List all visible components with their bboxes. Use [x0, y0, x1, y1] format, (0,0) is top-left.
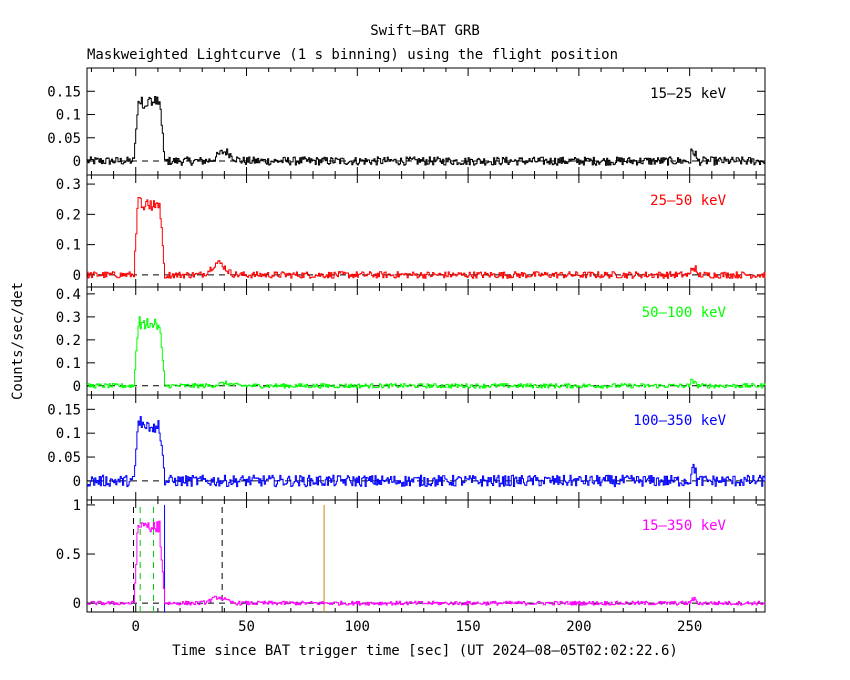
- energy-band-label: 15–350 keV: [642, 518, 727, 534]
- y-tick-label: 0: [73, 596, 81, 612]
- figure-subtitle: Maskweighted Lightcurve (1 s binning) us…: [87, 47, 618, 63]
- y-tick-label: 0.1: [56, 426, 81, 442]
- y-tick-label: 0.15: [47, 402, 81, 418]
- y-tick-label: 0.2: [56, 333, 81, 349]
- y-tick-label: 0.05: [47, 450, 81, 466]
- lightcurve-series: [87, 416, 766, 488]
- panels-group: 0 0.05 0.1 0.15 15–25 keV 0 0.1 0.2 0.3 25–50 keV…: [47, 67, 766, 635]
- y-tick-label: 0.1: [56, 356, 81, 372]
- x-tick-label: 50: [238, 619, 255, 635]
- x-tick-label: 150: [455, 619, 480, 635]
- y-tick-label: 0.3: [56, 177, 81, 193]
- panel-1: 0 0.05 0.1 0.15 15–25 keV: [47, 67, 766, 176]
- lightcurve-series: [87, 197, 766, 279]
- y-tick-label: 1: [73, 498, 81, 514]
- y-tick-label: 0: [73, 474, 81, 490]
- x-tick-label: 250: [677, 619, 702, 635]
- x-tick-label: 100: [345, 619, 370, 635]
- energy-band-label: 50–100 keV: [642, 305, 727, 321]
- figure-title: Swift–BAT GRB: [370, 23, 480, 39]
- y-axis-label: Counts/sec/det: [10, 282, 26, 400]
- x-axis-label: Time since BAT trigger time [sec] (UT 20…: [172, 643, 678, 659]
- y-tick-label: 0.4: [56, 287, 81, 303]
- y-tick-label: 0: [73, 379, 81, 395]
- energy-band-label: 100–350 keV: [633, 413, 726, 429]
- y-tick-label: 0: [73, 154, 81, 170]
- y-tick-label: 0.1: [56, 108, 81, 124]
- x-tick-label: 0: [132, 619, 140, 635]
- energy-band-label: 15–25 keV: [650, 86, 726, 102]
- y-tick-label: 0.3: [56, 310, 81, 326]
- y-tick-label: 0: [73, 268, 81, 284]
- panel-frame: [86, 499, 766, 613]
- energy-band-label: 25–50 keV: [650, 193, 726, 209]
- y-tick-label: 0.1: [56, 238, 81, 254]
- panel-5: 0 0.5 1 0 50 100 150 200 250 15–350 keV: [56, 498, 766, 635]
- panel-4: 0 0.05 0.1 0.15 100–350 keV: [47, 394, 766, 501]
- y-tick-label: 0.05: [47, 131, 81, 147]
- panel-frame: [86, 174, 766, 288]
- lightcurve-series: [87, 316, 766, 389]
- x-tick-label: 200: [566, 619, 591, 635]
- panel-frame: [86, 286, 766, 396]
- lightcurve-series: [87, 96, 766, 166]
- panel-3: 0 0.1 0.2 0.3 0.4 50–100 keV: [56, 286, 766, 396]
- lightcurve-series: [87, 520, 766, 606]
- y-tick-label: 0.15: [47, 84, 81, 100]
- panel-2: 0 0.1 0.2 0.3 25–50 keV: [56, 174, 766, 288]
- y-tick-label: 0.2: [56, 207, 81, 223]
- y-tick-label: 0.5: [56, 547, 81, 563]
